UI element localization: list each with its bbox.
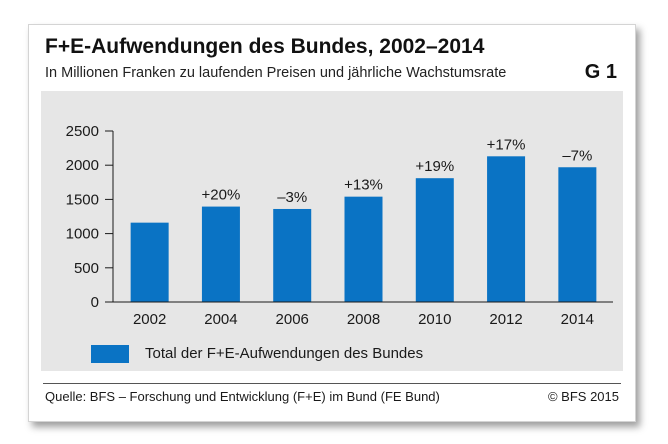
footer-divider bbox=[43, 383, 621, 384]
y-tick-label: 2500 bbox=[66, 123, 99, 140]
source-note: Quelle: BFS – Forschung und Entwicklung … bbox=[45, 389, 440, 404]
chart-subtitle: In Millionen Franken zu laufenden Preise… bbox=[45, 65, 507, 81]
x-tick-label: 2004 bbox=[204, 311, 237, 328]
bar-2012 bbox=[487, 156, 526, 302]
legend-swatch bbox=[91, 345, 129, 363]
bar-2010 bbox=[415, 178, 454, 302]
x-tick-label: 2006 bbox=[276, 311, 309, 328]
bar-2006 bbox=[273, 208, 312, 302]
y-tick-label: 1500 bbox=[66, 191, 99, 208]
chart-card: F+E-Aufwendungen des Bundes, 2002–2014 I… bbox=[28, 24, 636, 422]
growth-rate-label: +17% bbox=[487, 136, 526, 153]
y-tick-label: 2000 bbox=[66, 157, 99, 174]
bar-2004 bbox=[201, 206, 240, 302]
x-tick-label: 2008 bbox=[347, 311, 380, 328]
growth-rate-label: +19% bbox=[415, 158, 454, 175]
growth-rate-label: +13% bbox=[344, 177, 383, 194]
bar-chart: 0 500 1000 1500 2000 2500 +20% –3% +13% +19% +17%… bbox=[66, 123, 613, 328]
bar-2014 bbox=[558, 167, 597, 302]
x-tick-label: 2014 bbox=[561, 311, 594, 328]
x-tick-label: 2010 bbox=[418, 311, 451, 328]
copyright-note: © BFS 2015 bbox=[547, 389, 619, 404]
growth-rate-label: +20% bbox=[202, 187, 241, 204]
bar-2002 bbox=[130, 222, 169, 302]
chart-title: F+E-Aufwendungen des Bundes, 2002–2014 bbox=[45, 35, 485, 58]
growth-rate-label: –7% bbox=[562, 147, 592, 164]
x-tick-label: 2012 bbox=[489, 311, 522, 328]
growth-rate-label: –3% bbox=[277, 189, 307, 206]
graphic-code: G 1 bbox=[584, 61, 617, 83]
x-tick-label: 2002 bbox=[133, 311, 166, 328]
y-tick-label: 0 bbox=[91, 294, 99, 311]
plot-area: 0 500 1000 1500 2000 2500 +20% –3% +13% +19% +17%… bbox=[41, 91, 623, 371]
bar-2008 bbox=[344, 196, 383, 302]
y-tick-label: 500 bbox=[74, 260, 99, 277]
y-tick-label: 1000 bbox=[66, 226, 99, 243]
legend-label: Total der F+E-Aufwendungen des Bundes bbox=[145, 345, 424, 362]
